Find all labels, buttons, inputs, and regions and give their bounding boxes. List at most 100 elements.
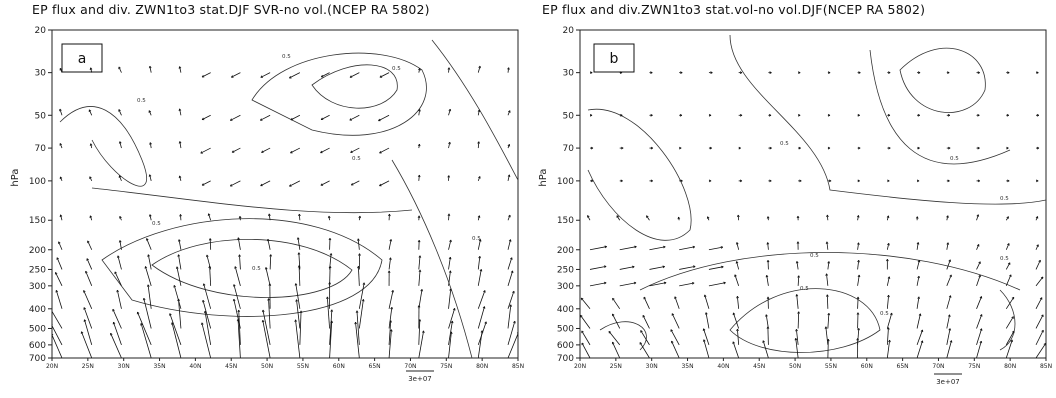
flux-vector-head [826, 214, 829, 218]
flux-vector [946, 295, 951, 309]
flux-vector [507, 174, 510, 181]
flux-vector-head [1007, 243, 1010, 246]
flux-vector [1035, 314, 1044, 329]
flux-vector-head [1010, 339, 1013, 343]
flux-vector [1005, 296, 1015, 310]
flux-vector-head [633, 281, 637, 285]
contour-label: 0.5 [392, 66, 401, 72]
flux-vector [55, 290, 63, 309]
flux-vector-head [390, 306, 394, 310]
flux-vector-head [234, 266, 237, 269]
flux-vector-head [1011, 316, 1014, 319]
flux-vector-head [796, 241, 800, 244]
flux-vector [976, 340, 982, 358]
panel-label: a [78, 51, 87, 67]
contour-label: 0.5 [810, 253, 819, 259]
flux-vector-head [389, 239, 393, 242]
flux-vector [230, 180, 241, 187]
flux-vector [320, 147, 330, 154]
flux-vector-head [1040, 276, 1044, 280]
flux-vector-head [379, 75, 383, 78]
flux-vector [268, 213, 271, 221]
flux-vector-head [330, 320, 334, 324]
flux-vector [176, 266, 182, 286]
flux-vector [118, 66, 122, 73]
flux-vector [119, 141, 122, 149]
flux-vector-head [765, 314, 768, 317]
flux-vector [946, 274, 952, 286]
chart-title: EP flux and div.ZWN1to3 stat.vol-no vol.… [542, 2, 926, 17]
panel-label-box [61, 43, 103, 73]
flux-vector-head [294, 319, 298, 322]
flux-vector-head [1036, 113, 1040, 117]
x-tick-label: 60N [861, 363, 873, 370]
flux-vector [203, 283, 212, 309]
flux-vector [639, 342, 650, 358]
flux-vector-head [52, 323, 53, 325]
flux-vector-head [888, 71, 891, 75]
flux-vector-head [264, 267, 268, 270]
flux-vector-head [140, 323, 143, 326]
y-tick-label: 700 [557, 354, 574, 364]
x-tick-label: 45N [225, 363, 237, 370]
flux-vector [619, 246, 637, 251]
flux-vector-head [297, 265, 301, 268]
flux-vector-head [509, 304, 512, 307]
flux-vector-head [856, 296, 860, 300]
y-axis-title: hPa [538, 169, 549, 187]
flux-vector-head [708, 113, 712, 117]
flux-vector-head [52, 333, 54, 336]
flux-vector-head [798, 71, 801, 75]
flux-vector [448, 288, 452, 309]
flux-vector-head [1007, 179, 1010, 183]
flux-vector [355, 322, 360, 358]
flux-vector [734, 274, 740, 286]
flux-vector-head [508, 239, 512, 242]
flux-vector-head [320, 183, 324, 186]
flux-vector [1005, 274, 1012, 286]
flux-vector [1005, 330, 1015, 346]
flux-vector [267, 238, 271, 250]
flux-vector-head [484, 321, 487, 325]
flux-vector-head [289, 76, 292, 79]
flux-vector [826, 294, 829, 309]
flux-vector-head [723, 281, 726, 285]
flux-vector [448, 257, 451, 270]
flux-vector-head [679, 146, 682, 150]
flux-vector [580, 314, 591, 329]
flux-vector [736, 328, 740, 345]
flux-vector-head [608, 330, 612, 334]
flux-vector [262, 309, 271, 345]
flux-vector-head [888, 146, 891, 150]
flux-vector [612, 297, 621, 310]
flux-vector [149, 174, 152, 181]
flux-vector [857, 296, 859, 309]
y-tick-label: 20 [35, 26, 47, 36]
flux-vector-head [261, 309, 265, 313]
x-tick-label: 20N [574, 363, 586, 370]
flux-vector [59, 143, 63, 149]
flux-vector [114, 271, 122, 287]
flux-vector [83, 290, 93, 309]
flux-vector-head [510, 270, 514, 274]
flux-vector [388, 329, 392, 358]
flux-vector-head [1038, 259, 1041, 263]
x-tick-label: 75N [968, 363, 980, 370]
flux-vector-head [917, 259, 921, 263]
flux-vector-head [825, 241, 829, 244]
flux-vector-head [709, 179, 712, 183]
flux-vector [1005, 262, 1011, 270]
flux-vector-head [634, 245, 637, 249]
flux-vector [581, 342, 591, 358]
y-tick-label: 200 [557, 246, 574, 256]
flux-vector-head [478, 239, 482, 242]
flux-vector [260, 180, 271, 187]
flux-vector-head [825, 273, 829, 276]
flux-vector-head [268, 283, 272, 286]
flux-vector-head [421, 330, 425, 334]
flux-vector-head [603, 281, 607, 285]
flux-vector [649, 266, 665, 270]
flux-vector-head [856, 215, 860, 218]
flux-vector [737, 214, 740, 221]
flux-vector [171, 322, 182, 358]
